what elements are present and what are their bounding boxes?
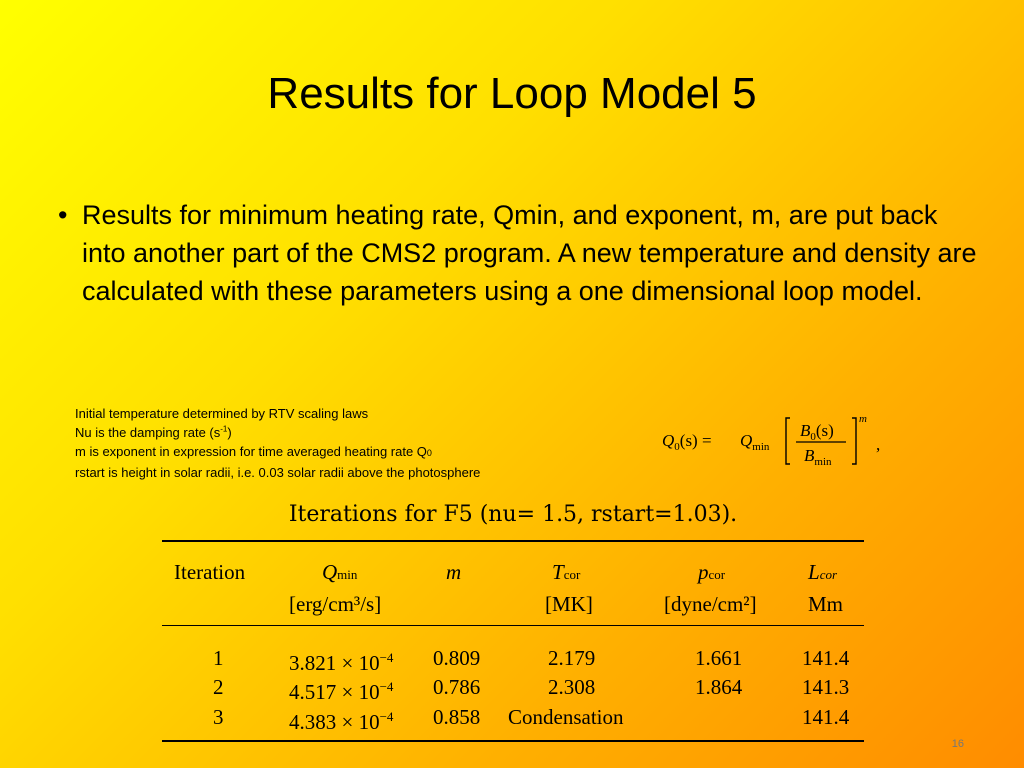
table-row-3-iteration: 3 bbox=[213, 705, 224, 729]
svg-text:,: , bbox=[876, 435, 880, 454]
header-lcor-unit: Mm bbox=[808, 592, 844, 616]
bullet-marker: • bbox=[58, 200, 68, 230]
header-m: m bbox=[446, 560, 462, 584]
table-row-1-qmin: 3.821 × 10−4 bbox=[289, 650, 394, 675]
table-row-2-qmin: 4.517 × 10−4 bbox=[289, 679, 394, 704]
header-tcor: Tcor bbox=[552, 560, 581, 584]
table-row-1-lcor: 141.4 bbox=[802, 646, 850, 670]
notes-block: Initial temperature determined by RTV sc… bbox=[75, 404, 635, 482]
svg-text:Bmin: Bmin bbox=[804, 446, 832, 468]
note-line-1: Initial temperature determined by RTV sc… bbox=[75, 406, 369, 421]
table-row-2-m: 0.786 bbox=[433, 675, 481, 699]
table-row-1-iteration: 1 bbox=[213, 646, 224, 670]
page-number: 16 bbox=[951, 738, 964, 750]
heating-rate-formula: Q0(s) = Qmin B0(s) Bmin m , bbox=[662, 413, 880, 468]
table-bottom-rule bbox=[162, 740, 864, 742]
note-line-4: rstart is height in solar radii, i.e. 0.… bbox=[75, 465, 481, 480]
table-row-2-iteration: 2 bbox=[213, 675, 224, 699]
svg-text:B0(s): B0(s) bbox=[800, 421, 834, 443]
table-row-3-m: 0.858 bbox=[433, 705, 481, 729]
header-iteration: Iteration bbox=[174, 560, 246, 584]
bullet-text: Results for minimum heating rate, Qmin, … bbox=[82, 200, 977, 306]
table-row-3-tcor: Condensation bbox=[508, 705, 624, 729]
header-qmin-unit: [erg/cm³/s] bbox=[289, 592, 382, 616]
table-row-1-pcor: 1.661 bbox=[695, 646, 743, 670]
table-row-2-pcor: 1.864 bbox=[695, 675, 743, 699]
header-pcor-unit: [dyne/cm²] bbox=[664, 592, 757, 616]
note-line-3: m is exponent in expression for time ave… bbox=[75, 444, 432, 459]
svg-text:m: m bbox=[859, 413, 867, 425]
svg-text:Q0(s) =: Q0(s) = bbox=[662, 431, 712, 453]
table-row-3-qmin: 4.383 × 10−4 bbox=[289, 709, 394, 734]
table-title: Iterations for F5 (nu= 1.5, rstart=1.03)… bbox=[288, 502, 738, 527]
table-row-2-lcor: 141.3 bbox=[802, 675, 850, 699]
table-row-2-tcor: 2.308 bbox=[548, 675, 596, 699]
bullet-point: • Results for minimum heating rate, Qmin… bbox=[58, 196, 978, 310]
svg-text:Qmin: Qmin bbox=[740, 431, 770, 453]
header-pcor: pcor bbox=[698, 560, 726, 584]
table-header-rule bbox=[162, 625, 864, 626]
table-row-3-lcor: 141.4 bbox=[802, 705, 850, 729]
table-top-rule bbox=[162, 540, 864, 542]
note-line-2: Nu is the damping rate (s-1) bbox=[75, 424, 232, 440]
slide-title: Results for Loop Model 5 bbox=[267, 69, 757, 118]
header-qmin: Qmin bbox=[322, 560, 358, 584]
table-row-1-tcor: 2.179 bbox=[548, 646, 596, 670]
header-tcor-unit: [MK] bbox=[545, 592, 593, 616]
table-row-1-m: 0.809 bbox=[433, 646, 481, 670]
header-lcor: Lcor bbox=[808, 560, 838, 584]
